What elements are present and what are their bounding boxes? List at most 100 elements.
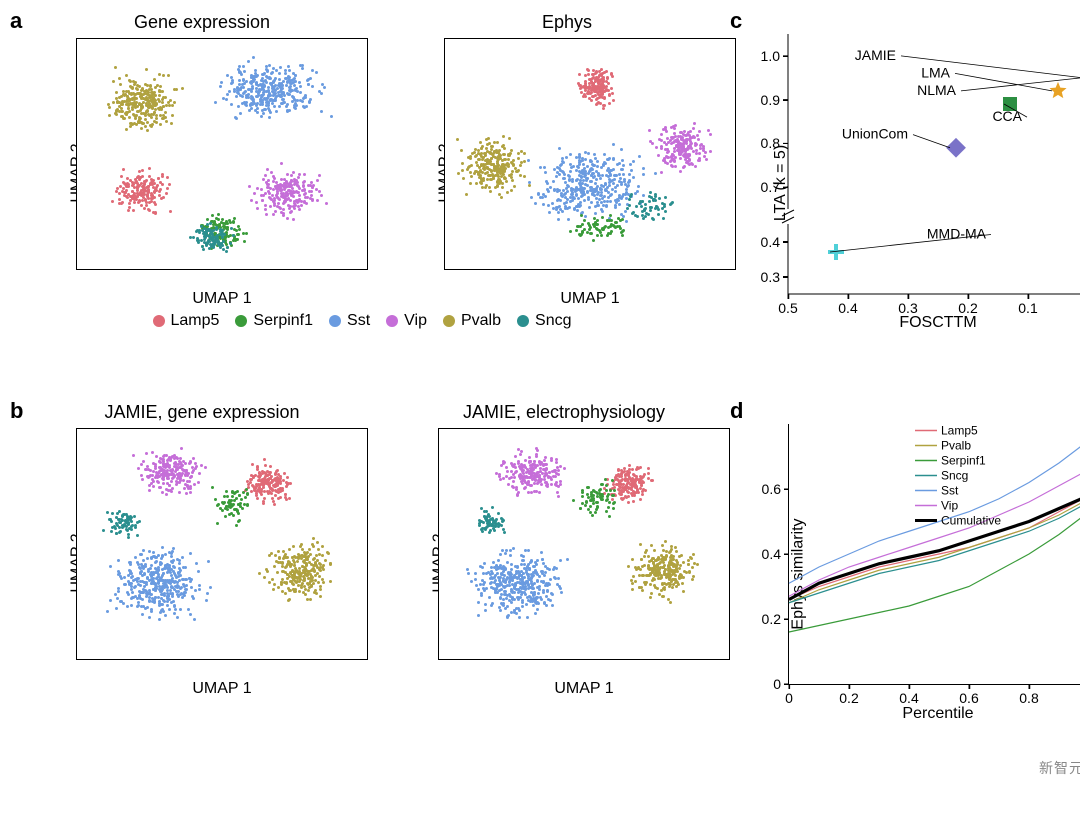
scatter-dot [614,206,617,209]
scatter-dot [612,168,615,171]
scatter-dot [273,503,276,506]
scatter-dot [154,86,157,89]
scatter-dot [559,483,562,486]
scatter-dot [631,558,634,561]
scatter-dot [181,87,184,90]
scatter-dot [569,153,572,156]
scatter-dot [613,501,616,504]
scatter-dot [483,581,486,584]
scatter-dot [263,497,266,500]
scatter-dot [479,141,482,144]
scatter-dot [562,161,565,164]
scatter-dot [502,153,505,156]
scatter-dot [231,79,234,82]
scatter-dot [122,168,125,171]
scatter-dot [285,485,288,488]
scatter-dot [152,186,155,189]
scatter-dot [127,580,130,583]
scatter-dot [645,549,648,552]
scatter-dot [318,553,321,556]
scatter-dot [252,476,255,479]
scatter-dot [638,155,641,158]
scatter-dot [318,190,321,193]
scatter-dot [120,175,123,178]
scatter-dot [518,616,521,619]
scatter-dot [594,190,597,193]
scatter-dot [503,158,506,161]
scatter-dot [266,100,269,103]
scatter-dot [287,599,290,602]
scatter-dot [114,593,117,596]
scatter-dot [677,135,680,138]
scatter-dot [609,214,612,217]
scatter-dot [663,141,666,144]
scatter-dot [560,591,563,594]
scatter-dot [475,170,478,173]
scatter-dot [503,461,506,464]
scatter-dot [488,142,491,145]
scatter-dot [514,455,517,458]
scatter-dot [171,550,174,553]
scatter-dot [205,244,208,247]
scatter-dot [613,174,616,177]
scatter-dot [237,233,240,236]
scatter-dot [556,491,559,494]
scatter-dot [162,572,165,575]
scatter-dot [316,179,319,182]
scatter-dot [158,460,161,463]
scatter-dot [512,480,515,483]
scatter-dot [544,571,547,574]
scatter-dot [477,588,480,591]
scatter-dot [603,226,606,229]
scatter-dot [140,474,143,477]
scatter-dot [198,584,201,587]
scatter-dot [192,469,195,472]
scatter-dot [649,206,652,209]
scatter-dot [311,69,314,72]
scatter-dot [592,239,595,242]
scatter-dot [180,447,183,450]
scatter-dot [289,211,292,214]
scatter-dot [578,188,581,191]
scatter-dot [561,210,564,213]
scatter-dot [500,593,503,596]
scatter-dot [217,213,220,216]
scatter-dot [183,594,186,597]
scatter-dot [470,580,473,583]
legend-dot-icon [153,315,165,327]
scatter-dot [544,456,547,459]
scatter-dot [123,583,126,586]
scatter-dot [698,152,701,155]
scatter-dot [510,573,513,576]
scatter-dot [256,111,259,114]
scatter-dot [178,466,181,469]
scatter-dot [595,170,598,173]
scatter-dot [150,564,153,567]
scatter-dot [697,138,700,141]
scatter-dot [156,571,159,574]
scatter-dot [276,469,279,472]
scatter-dot [552,180,555,183]
scatter-dot [260,115,263,118]
scatter-dot [284,592,287,595]
panel-b-left-xlabel: UMAP 1 [76,680,368,698]
legend-label: Sst [941,484,959,498]
scatter-dot [624,495,627,498]
scatter-dot [586,165,589,168]
scatter-dot [221,235,224,238]
scatter-dot [685,155,688,158]
scatter-dot [494,574,497,577]
legend-item: Lamp5 [153,312,220,330]
legend-label: Serpinf1 [253,312,313,330]
scatter-dot [530,484,533,487]
scatter-dot [169,99,172,102]
scatter-dot [539,166,542,169]
scatter-dot [681,138,684,141]
scatter-dot [590,189,593,192]
legend-label: Lamp5 [941,424,978,438]
scatter-dot [128,202,131,205]
scatter-dot [709,133,712,136]
scatter-dot [518,574,521,577]
scatter-dot [504,568,507,571]
scatter-dot [516,566,519,569]
